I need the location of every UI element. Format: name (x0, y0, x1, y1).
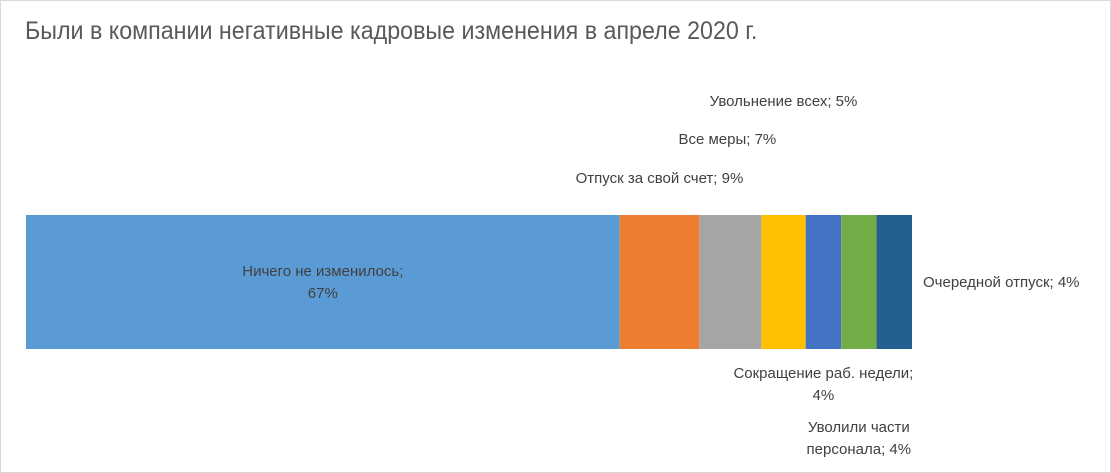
data-label-line: 67% (308, 285, 338, 302)
data-label-7: Очередной отпуск; 4% (923, 274, 1080, 291)
bar-segment-6 (841, 215, 877, 349)
data-label-line: Отпуск за свой счет; 9% (576, 170, 744, 187)
data-label-4: Увольнение всех; 5% (710, 93, 858, 110)
bar-segment-3 (699, 215, 762, 349)
data-label-line: персонала; 4% (807, 441, 912, 458)
data-label-line: Ничего не изменилось; (242, 263, 403, 280)
bar-segment-1 (26, 215, 620, 349)
bar-segment-7 (876, 215, 912, 349)
data-label-line: 4% (813, 387, 835, 404)
bar-segment-4 (761, 215, 806, 349)
data-label-1: Ничего не изменилось; 67% (242, 263, 403, 302)
data-label-6: Уволили части персонала; 4% (807, 419, 912, 458)
data-label-3: Все меры; 7% (678, 131, 776, 148)
data-label-line: Очередной отпуск; 4% (923, 274, 1080, 291)
bar-segment-5 (805, 215, 842, 349)
data-label-line: Увольнение всех; 5% (710, 93, 858, 110)
data-label-5: Сокращение раб. недели; 4% (733, 365, 913, 404)
bar-segment-2 (619, 215, 700, 349)
chart-title: Были в компании негативные кадровые изме… (25, 17, 758, 45)
data-label-line: Сокращение раб. недели; (733, 365, 913, 382)
data-label-2: Отпуск за свой счет; 9% (576, 170, 744, 187)
data-label-line: Все меры; 7% (678, 131, 776, 148)
data-label-line: Уволили части (808, 419, 910, 436)
